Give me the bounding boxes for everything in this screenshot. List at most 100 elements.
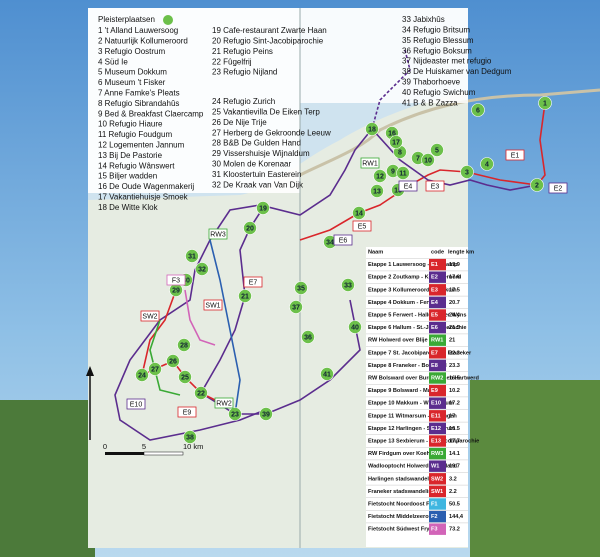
scale-label: 0 — [103, 442, 107, 451]
route-length: 23.3 — [449, 363, 460, 369]
route-code: E1 — [431, 262, 438, 268]
place-number: 17 — [392, 139, 400, 146]
place-number: 40 — [351, 324, 359, 331]
place-marker — [460, 165, 474, 179]
place-number: 9 — [391, 168, 395, 175]
scale-bar — [143, 451, 184, 456]
route-code: SW2 — [431, 476, 443, 482]
list-item: 2 Natuurlijk Kollumeroord — [98, 37, 188, 46]
route-code: W1 — [431, 464, 439, 470]
place-number: 37 — [292, 304, 300, 311]
place-marker — [421, 153, 435, 167]
route-length: 16.5 — [449, 375, 460, 381]
route-name: Etappe 8 Franeker - Bolsward — [368, 363, 447, 369]
route-tag — [214, 397, 234, 409]
place-marker — [194, 386, 208, 400]
route-name: Etappe 13 Sexbierum - St. Jacobiparochie — [368, 438, 479, 444]
place-marker — [238, 289, 252, 303]
code-cell — [429, 435, 446, 447]
route-code: E11 — [431, 413, 441, 419]
scale-label: 5 — [142, 442, 146, 451]
place-number: 12 — [376, 173, 384, 180]
route-name: RW Firdgum over Koehool — [368, 451, 439, 457]
place-number: 31 — [188, 253, 196, 260]
list-title: Pleisterplaatsen — [98, 15, 155, 24]
route-code: E12 — [431, 426, 441, 432]
list-item: 16 De Oude Wagenmakerij — [98, 182, 194, 191]
grass — [470, 380, 600, 557]
code-cell — [429, 321, 446, 334]
route-tag-label: RW3 — [210, 231, 226, 238]
place-number: 19 — [259, 205, 267, 212]
code-cell — [429, 447, 446, 460]
route-code: E4 — [431, 300, 439, 306]
route-length: 3.2 — [449, 476, 457, 482]
list-item: 1 't Alland Lauwersoog — [98, 26, 178, 35]
place-marker — [373, 169, 387, 183]
place-number: 41 — [323, 371, 331, 378]
list-item: 20 Refugio Sint-Jacobiparochie — [212, 37, 324, 46]
route-length: 17.5 — [449, 287, 460, 293]
route-tag-label: SW1 — [205, 302, 220, 309]
route-name: Etappe 12 Harlingen - Sexbierum — [368, 426, 455, 432]
route-name: Etappe 4 Dokkum - Ferwert — [368, 300, 440, 306]
route-tag — [548, 182, 568, 194]
route-tag-label: SW2 — [142, 313, 157, 320]
code-cell — [429, 460, 446, 472]
place-number: 22 — [197, 390, 205, 397]
route-code: SW1 — [431, 489, 443, 495]
place-number: 1 — [543, 100, 547, 107]
code-cell — [429, 384, 446, 397]
route-name: Etappe 7 St. Jacobiparochie - Franeker — [368, 350, 472, 356]
route-name: Etappe 5 Ferwert - Hallum over Wyns — [368, 312, 466, 318]
route-name: Etappe 6 Hallum - St.-Jacobiparochie — [368, 325, 467, 331]
list-item: 26 De Nije Trije — [212, 118, 267, 127]
code-cell — [429, 258, 446, 271]
route-name: Etappe 2 Zoutkamp - Kollumeroord — [368, 275, 462, 281]
route-tag-label: E2 — [554, 185, 563, 192]
route-tag — [203, 299, 223, 311]
place-number: 3 — [465, 169, 469, 176]
route-tag — [166, 274, 186, 286]
code-cell — [429, 473, 446, 485]
list-item: 7 Anne Famke's Pleats — [98, 89, 180, 98]
route-code: F3 — [431, 527, 438, 533]
route-name: RW Bolsward over Burgwerd en Hartwerd — [368, 375, 479, 381]
place-marker — [341, 278, 355, 292]
route-tag-label: F3 — [172, 277, 180, 284]
route-code: RW3 — [431, 451, 443, 457]
list-item: 37 Nijdeaster met refugio — [402, 57, 492, 66]
route-length: 2.2 — [449, 489, 457, 495]
list-item: 25 Vakantievilla De Eiken Terp — [212, 108, 320, 117]
route-length: 17.2 — [449, 401, 460, 407]
list-panel — [88, 8, 300, 193]
route-tag — [360, 157, 380, 169]
route-tag-label: E3 — [431, 183, 440, 190]
route-tag-label: E6 — [339, 237, 348, 244]
route-code: E3 — [431, 287, 438, 293]
route-code: E10 — [431, 401, 441, 407]
place-number: 38 — [186, 434, 194, 441]
place-marker — [480, 157, 494, 171]
place-marker — [178, 370, 192, 384]
route-name: Etappe 11 Witmarsum - Harlingen — [368, 413, 457, 419]
route-length: 50.5 — [449, 501, 460, 507]
code-cell — [429, 410, 446, 422]
place-marker — [370, 184, 384, 198]
list-panel — [300, 8, 468, 103]
route-name: Harlingen stadswandeling — [368, 476, 438, 482]
route-code: F2 — [431, 514, 438, 520]
list-item: 27 Herberg de Gekroonde Leeuw — [212, 128, 331, 137]
place-number: 28 — [180, 342, 188, 349]
place-number: 33 — [344, 282, 352, 289]
place-marker — [243, 221, 257, 235]
place-number: 6 — [476, 107, 480, 114]
route-name: Fietstocht Middelzeeroute — [368, 514, 437, 520]
place-number: 25 — [181, 374, 189, 381]
code-cell — [429, 485, 446, 498]
table-header: lengte km — [448, 249, 474, 255]
place-marker — [289, 300, 303, 314]
place-marker — [195, 262, 209, 276]
list-item: 39 Thaborhoeve — [402, 78, 461, 87]
code-cell — [429, 296, 446, 309]
